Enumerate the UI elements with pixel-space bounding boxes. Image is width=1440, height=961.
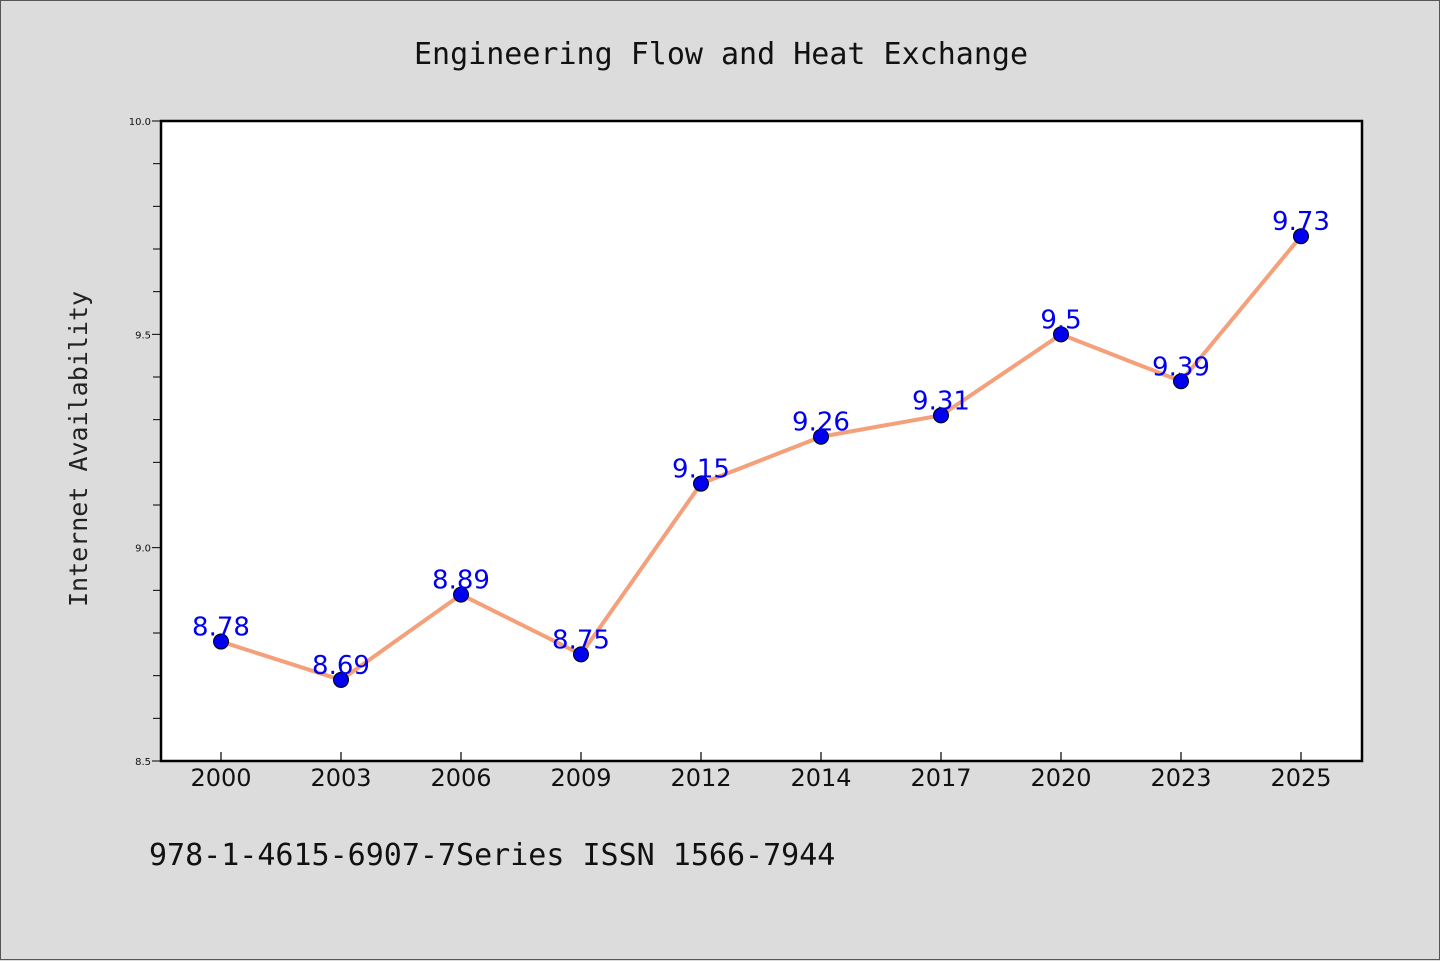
plot-background (161, 121, 1362, 761)
x-tick-label: 2020 (1030, 764, 1091, 792)
data-point (693, 475, 709, 492)
y-axis: 8.5 9.0 9.5 10.0 (129, 117, 161, 768)
data-label: 9.39 (1152, 352, 1210, 382)
x-tick-label: 2006 (430, 764, 491, 792)
x-tick-label: 2003 (310, 764, 371, 792)
x-tick-label: 2023 (1150, 764, 1211, 792)
data-point (1053, 326, 1069, 343)
y-tick-label: 9.0 (135, 544, 151, 555)
data-point (213, 633, 229, 650)
plot-border (159, 119, 1364, 763)
series-line (219, 234, 1303, 682)
y-tick-label: 8.5 (135, 757, 151, 768)
data-point (813, 428, 829, 445)
data-label: 9.5 (1040, 305, 1081, 335)
data-label: 9.73 (1272, 207, 1330, 237)
data-label: 8.89 (432, 566, 490, 596)
data-point (333, 671, 349, 688)
data-point (573, 646, 589, 663)
data-label: 9.31 (912, 386, 970, 416)
data-label: 9.15 (672, 455, 730, 485)
data-label: 9.26 (792, 408, 850, 438)
data-label: 8.75 (552, 625, 610, 655)
data-point (453, 586, 469, 603)
series-layer: 8.78 8.69 8.89 8.75 9.15 9.26 9.31 9.5 9.39 9.73 (192, 207, 1330, 688)
data-point (1173, 373, 1189, 390)
y-tick-label: 10.0 (129, 117, 151, 128)
footer-isbn-text: 978-1-4615-6907-7Series ISSN 1566-7944 (149, 838, 835, 873)
data-label: 8.78 (192, 613, 250, 643)
y-axis-label: Internet Availability (64, 291, 93, 607)
data-point (1293, 228, 1309, 245)
data-label: 8.69 (312, 651, 370, 681)
x-tick-label: 2012 (670, 764, 731, 792)
x-tick-label: 2000 (190, 764, 251, 792)
x-tick-label: 2014 (790, 764, 851, 792)
chart-title: Engineering Flow and Heat Exchange (414, 37, 1028, 72)
x-tick-label: 2025 (1270, 764, 1331, 792)
x-tick-label: 2009 (550, 764, 611, 792)
y-tick-label: 9.5 (135, 330, 151, 341)
plot-area (161, 121, 1362, 761)
data-point (933, 407, 949, 424)
x-axis: 2000 2003 2006 2009 2012 2014 2017 2020 2023 2025 (190, 752, 1332, 792)
x-tick-label: 2017 (910, 764, 971, 792)
